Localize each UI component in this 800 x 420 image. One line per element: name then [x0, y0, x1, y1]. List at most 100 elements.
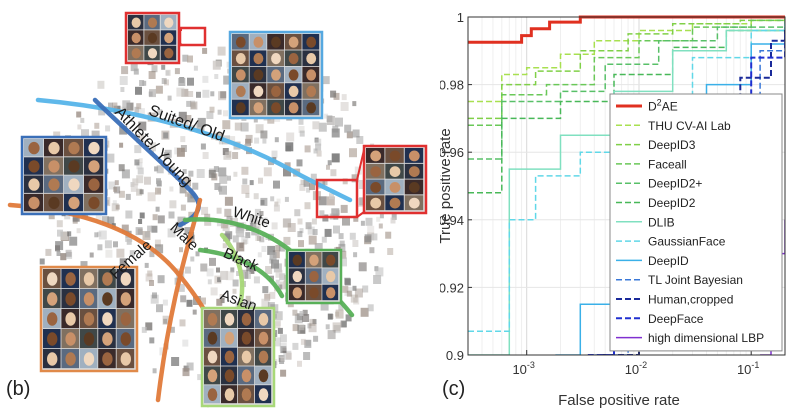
face-thumbnail: [176, 147, 185, 157]
face-thumbnail: [261, 298, 270, 308]
face-thumbnail: [257, 252, 262, 258]
face-thumbnail: [219, 185, 227, 195]
face-thumbnail: [331, 153, 340, 163]
face-thumbnail: [249, 267, 255, 274]
cluster-face: [102, 352, 113, 366]
cluster-face: [370, 166, 382, 178]
face-thumbnail: [157, 215, 165, 224]
cluster-face: [241, 388, 252, 401]
face-thumbnail: [217, 109, 222, 115]
face-thumbnail: [223, 110, 228, 117]
cluster-frame-top-small: [124, 11, 181, 65]
roc-series-4: [468, 20, 785, 160]
face-thumbnail: [309, 318, 316, 326]
face-thumbnail: [114, 180, 119, 186]
face-thumbnail: [267, 302, 275, 311]
face-thumbnail: [190, 101, 198, 110]
face-thumbnail: [185, 115, 192, 122]
face-thumbnail: [164, 79, 169, 86]
face-thumbnail: [105, 249, 113, 258]
face-thumbnail: [138, 219, 143, 224]
face-thumbnail: [264, 293, 271, 301]
face-thumbnail: [279, 281, 287, 290]
face-thumbnail: [353, 297, 360, 305]
cluster-face: [28, 141, 40, 155]
face-thumbnail: [280, 356, 285, 362]
face-thumbnail: [269, 291, 276, 299]
face-thumbnail: [162, 299, 168, 306]
face-thumbnail: [135, 227, 143, 236]
face-thumbnail: [223, 75, 232, 85]
face-thumbnail: [321, 236, 327, 243]
face-thumbnail: [331, 128, 340, 138]
face-thumbnail: [149, 280, 154, 286]
face-thumbnail: [236, 242, 245, 252]
cluster-face: [292, 254, 302, 266]
face-thumbnail: [326, 115, 333, 122]
cluster-face: [164, 48, 174, 59]
face-thumbnail: [217, 277, 222, 283]
face-thumbnail: [97, 80, 105, 89]
face-thumbnail: [283, 218, 292, 228]
face-thumbnail: [116, 248, 125, 258]
face-thumbnail: [202, 75, 209, 83]
zoom-connector: [178, 43, 183, 47]
cluster-face: [28, 196, 40, 210]
cluster-face: [65, 272, 76, 286]
face-thumbnail: [267, 245, 276, 255]
face-thumbnail: [294, 209, 301, 217]
cluster-face: [164, 17, 174, 28]
face-thumbnail: [212, 60, 221, 70]
face-thumbnail: [329, 193, 334, 200]
cluster-face: [258, 369, 269, 383]
cluster-face: [65, 292, 76, 306]
face-thumbnail: [241, 166, 249, 175]
face-thumbnail: [55, 245, 60, 252]
cluster-frame-black: [285, 248, 343, 305]
cluster-face: [288, 53, 299, 65]
face-thumbnail: [177, 216, 186, 226]
face-thumbnail: [245, 138, 252, 146]
face-thumbnail: [121, 169, 130, 179]
male-curve: [155, 197, 203, 403]
face-thumbnail: [157, 275, 165, 284]
face-thumbnail: [241, 236, 249, 245]
cluster-face: [235, 53, 246, 65]
face-thumbnail: [339, 257, 347, 267]
face-thumbnail: [230, 136, 236, 143]
face-thumbnail: [262, 138, 267, 144]
face-thumbnail: [207, 279, 212, 285]
legend-entry: DeepID2+: [648, 177, 702, 191]
face-thumbnail: [272, 337, 281, 347]
face-thumbnail: [265, 266, 273, 274]
cluster-face: [306, 85, 317, 97]
face-thumbnail: [232, 279, 239, 287]
face-thumbnail: [156, 304, 163, 313]
face-thumbnail: [284, 196, 289, 202]
face-thumbnail: [178, 78, 186, 86]
face-thumbnail: [209, 106, 215, 113]
cluster-face: [389, 197, 401, 209]
face-thumbnail: [299, 183, 306, 191]
face-thumbnail: [340, 102, 349, 111]
face-thumbnail: [184, 266, 191, 274]
face-thumbnail: [305, 222, 312, 230]
face-thumbnail: [188, 170, 194, 177]
face-thumbnail: [218, 167, 227, 177]
face-thumbnail: [133, 68, 139, 75]
face-thumbnail: [283, 350, 292, 360]
face-thumbnail: [138, 121, 147, 131]
face-thumbnail: [180, 136, 186, 143]
face-thumbnail: [252, 220, 261, 230]
cluster-face: [88, 196, 100, 210]
face-thumbnail: [222, 148, 229, 155]
face-thumbnail: [202, 89, 210, 98]
face-thumbnail: [114, 186, 121, 194]
legend-entry: DeepID3: [648, 138, 696, 152]
face-thumbnail: [200, 143, 206, 150]
face-thumbnail: [233, 171, 238, 177]
face-thumbnail: [39, 258, 45, 265]
face-thumbnail: [390, 217, 396, 224]
face-thumbnail: [66, 251, 73, 259]
legend-entry: D2AE: [648, 98, 678, 114]
